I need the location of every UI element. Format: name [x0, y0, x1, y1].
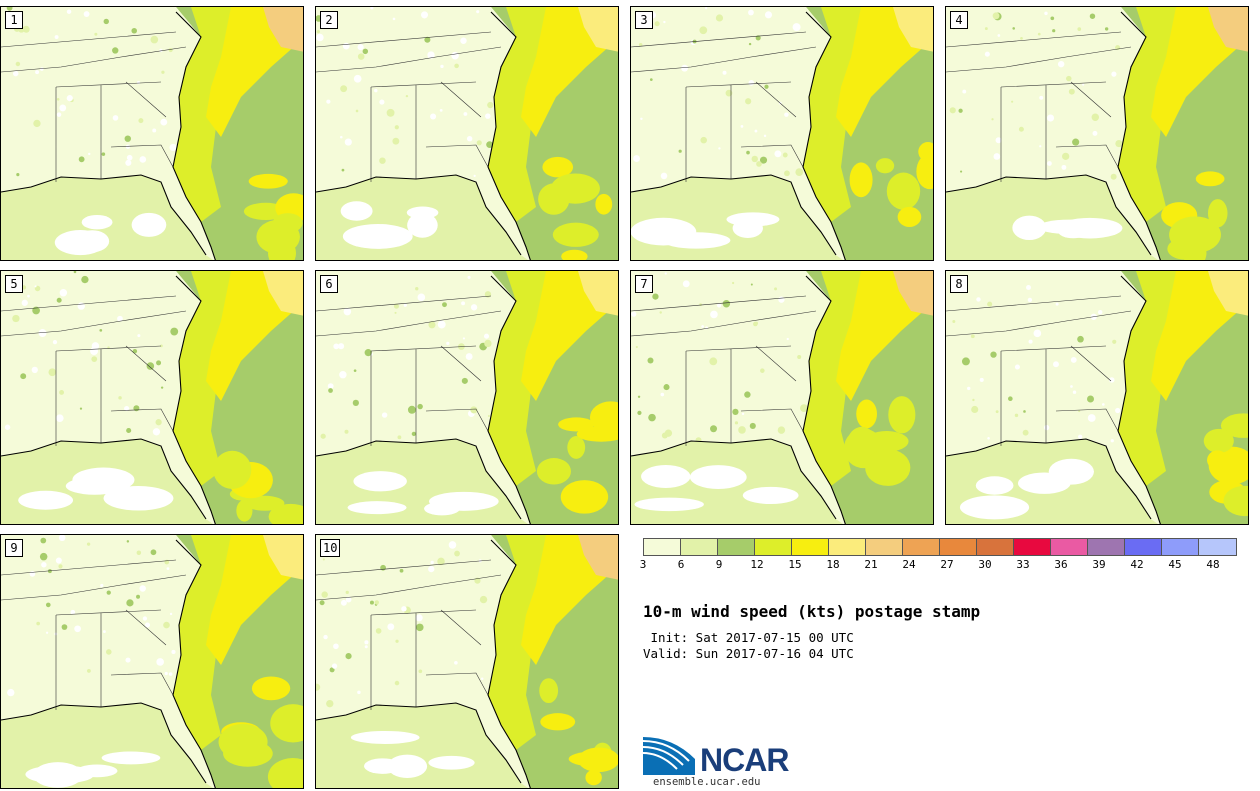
- colorbar-swatch: [940, 539, 977, 555]
- colorbar-swatch: [1014, 539, 1051, 555]
- colorbar-tick: 36: [1054, 558, 1068, 571]
- colorbar-tick: 21: [864, 558, 878, 571]
- member-number-label: 8: [950, 275, 968, 293]
- colorbar-tick: 3: [639, 558, 647, 571]
- colorbar-swatch: [903, 539, 940, 555]
- init-time: Init: Sat 2017-07-15 00 UTC: [643, 630, 854, 645]
- wind-field-map: [1, 271, 303, 524]
- member-map-panel: 8: [945, 270, 1249, 525]
- colorbar-tick: 15: [788, 558, 802, 571]
- member-map-panel: 6: [315, 270, 619, 525]
- logo-wordmark: NCAR: [700, 742, 789, 778]
- wind-field-map: [631, 7, 933, 260]
- member-number-label: 5: [5, 275, 23, 293]
- wind-field-map: [316, 7, 618, 260]
- colorbar-swatch: [1051, 539, 1088, 555]
- colorbar-swatch: [1088, 539, 1125, 555]
- wind-field-map: [946, 271, 1248, 524]
- member-map-panel: 10: [315, 534, 619, 789]
- member-number-label: 7: [635, 275, 653, 293]
- colorbar-tick: 42: [1130, 558, 1144, 571]
- wind-field-map: [316, 535, 618, 788]
- colorbar-tick: 27: [940, 558, 954, 571]
- ncar-logo-icon: [643, 737, 695, 775]
- colorbar-swatch: [792, 539, 829, 555]
- member-number-label: 9: [5, 539, 23, 557]
- colorbar-tick: 30: [978, 558, 992, 571]
- colorbar-tick: 48: [1206, 558, 1220, 571]
- colorbar-tick: 9: [715, 558, 723, 571]
- member-number-label: 6: [320, 275, 338, 293]
- colorbar-swatch: [1199, 539, 1236, 555]
- colorbar-swatch: [1162, 539, 1199, 555]
- wind-field-map: [946, 7, 1248, 260]
- logo-url: ensemble.ucar.edu: [653, 776, 761, 788]
- colorbar-tick: 6: [677, 558, 685, 571]
- wind-field-map: [1, 7, 303, 260]
- colorbar-swatch: [718, 539, 755, 555]
- colorbar-tick: 33: [1016, 558, 1030, 571]
- member-number-label: 2: [320, 11, 338, 29]
- colorbar-tick: 39: [1092, 558, 1106, 571]
- wind-field-map: [316, 271, 618, 524]
- colorbar-swatch: [866, 539, 903, 555]
- colorbar-tick: 45: [1168, 558, 1182, 571]
- member-number-label: 10: [320, 539, 341, 557]
- colorbar-swatch: [1125, 539, 1162, 555]
- valid-time: Valid: Sun 2017-07-16 04 UTC: [643, 646, 854, 661]
- colorbar-swatch: [755, 539, 792, 555]
- figure-title: 10-m wind speed (kts) postage stamp: [643, 602, 981, 621]
- member-number-label: 1: [5, 11, 23, 29]
- wind-field-map: [631, 271, 933, 524]
- wind-speed-colorbar: [643, 538, 1237, 556]
- colorbar-tick-labels: 3 6 9 12 15 18 21 24 27 30 33 36 39 42 45 48: [639, 558, 1253, 572]
- member-number-label: 3: [635, 11, 653, 29]
- member-map-panel: 7: [630, 270, 934, 525]
- member-map-panel: 1: [0, 6, 304, 261]
- member-map-panel: 3: [630, 6, 934, 261]
- member-map-panel: 5: [0, 270, 304, 525]
- colorbar-tick: 24: [902, 558, 916, 571]
- colorbar-tick: 18: [826, 558, 840, 571]
- colorbar-tick: 12: [750, 558, 764, 571]
- colorbar-swatch: [644, 539, 681, 555]
- colorbar-swatch: [829, 539, 866, 555]
- member-number-label: 4: [950, 11, 968, 29]
- member-map-panel: 4: [945, 6, 1249, 261]
- member-map-panel: 9: [0, 534, 304, 789]
- member-map-panel: 2: [315, 6, 619, 261]
- colorbar-swatch: [681, 539, 718, 555]
- wind-field-map: [1, 535, 303, 788]
- colorbar-swatch: [977, 539, 1014, 555]
